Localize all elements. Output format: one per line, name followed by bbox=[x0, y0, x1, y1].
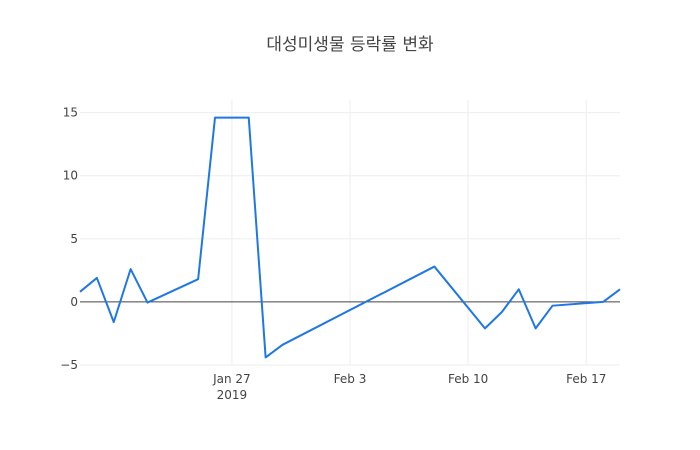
data-point bbox=[79, 291, 81, 293]
y-tick-label: 0 bbox=[70, 295, 78, 309]
axes: Jan 27 2019 Feb 3 Feb 10 Feb 17 −5 0 5 10 15 bbox=[60, 106, 606, 402]
data-point bbox=[433, 266, 435, 268]
x-tick-label: Feb 10 bbox=[448, 372, 488, 386]
data-point bbox=[501, 311, 503, 313]
x-tick-label: Jan 27 bbox=[212, 372, 251, 386]
data-point bbox=[602, 301, 604, 303]
data-point bbox=[147, 302, 149, 304]
data-point bbox=[518, 288, 520, 290]
x-tick-sublabel: 2019 bbox=[217, 388, 248, 402]
x-tick-label: Feb 17 bbox=[566, 372, 606, 386]
data-point bbox=[552, 305, 554, 307]
chart-title: 대성미생물 등락률 변화 bbox=[266, 35, 434, 55]
data-point bbox=[265, 356, 267, 358]
y-tick-label: 15 bbox=[63, 106, 78, 120]
y-tick-label: −5 bbox=[60, 358, 78, 372]
data-point bbox=[113, 321, 115, 323]
data-point bbox=[619, 288, 621, 290]
y-tick-label: 10 bbox=[63, 169, 78, 183]
data-point bbox=[248, 117, 250, 119]
data-point bbox=[214, 117, 216, 119]
series-line bbox=[79, 116, 621, 359]
series-layer bbox=[79, 116, 621, 359]
data-point bbox=[197, 278, 199, 280]
data-point bbox=[484, 327, 486, 329]
x-tick-label: Feb 3 bbox=[334, 372, 367, 386]
y-tick-label: 5 bbox=[70, 232, 78, 246]
data-point bbox=[96, 277, 98, 279]
data-point bbox=[231, 117, 233, 119]
grid bbox=[80, 100, 620, 366]
data-point bbox=[535, 327, 537, 329]
data-point bbox=[282, 344, 284, 346]
data-point bbox=[130, 268, 132, 270]
